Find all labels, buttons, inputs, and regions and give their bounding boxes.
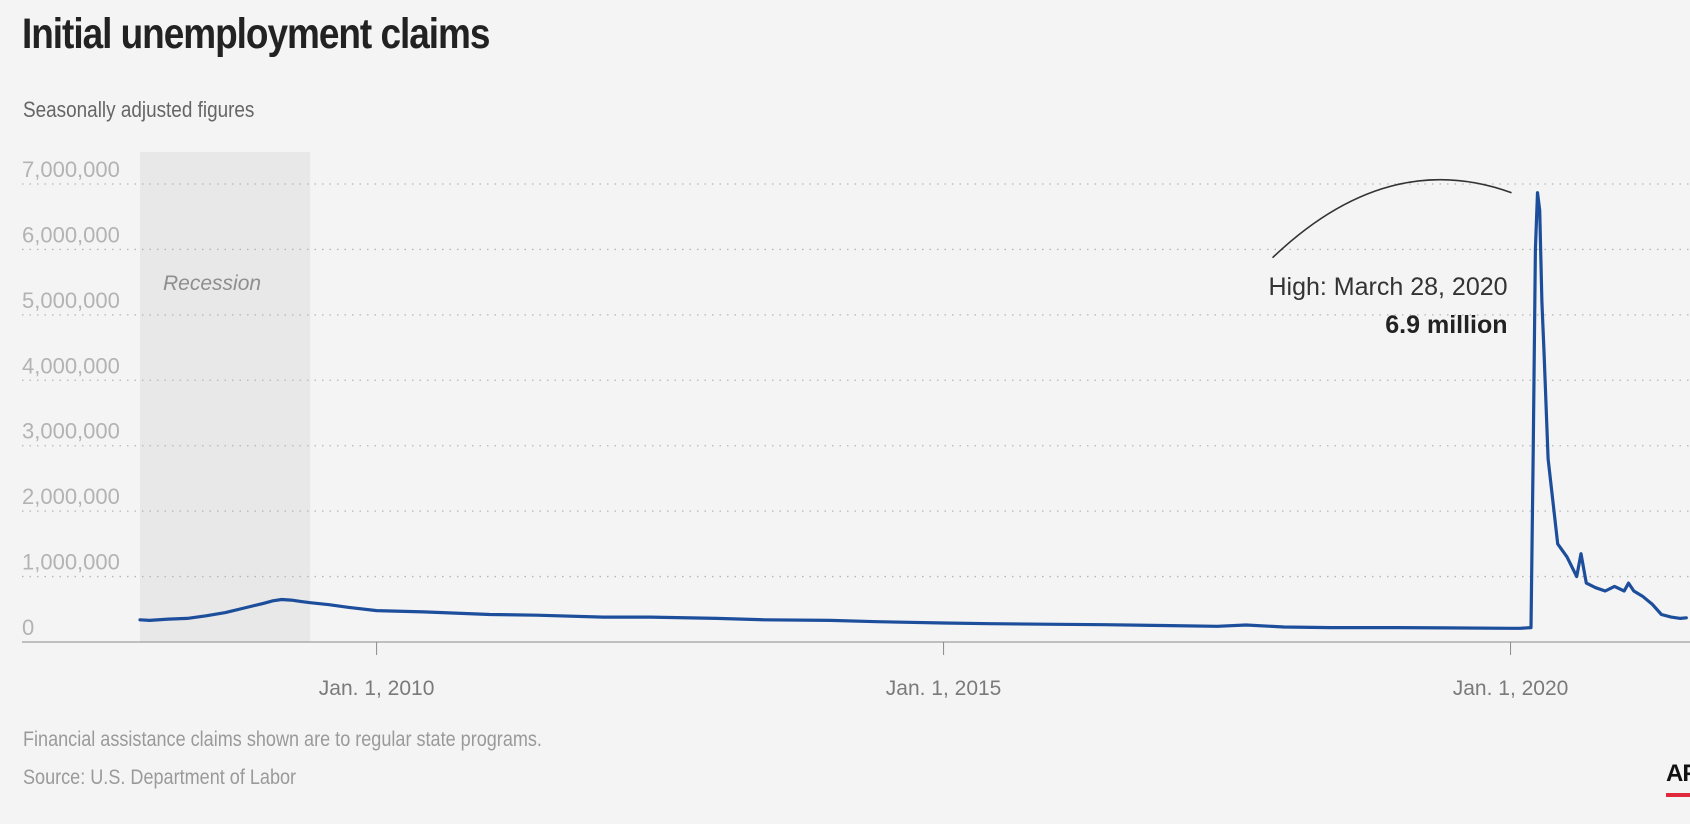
y-tick-label: 0 xyxy=(22,615,34,640)
x-axis-ticks: Jan. 1, 2010 Jan. 1, 2015 Jan. 1, 2020 xyxy=(319,642,1569,700)
gridlines xyxy=(22,183,1690,578)
x-tick-label: Jan. 1, 2020 xyxy=(1453,677,1569,700)
chart-subtitle: Seasonally adjusted figures xyxy=(23,97,255,122)
y-tick-label: 4,000,000 xyxy=(22,353,120,378)
chart-source: Source: U.S. Department of Labor xyxy=(23,766,297,789)
claims-series-line xyxy=(138,191,1688,630)
peak-annotation-label: High: March 28, 2020 xyxy=(1269,273,1508,301)
y-tick-label: 1,000,000 xyxy=(22,550,120,575)
chart-title: Initial unemployment claims xyxy=(22,10,490,58)
peak-annotation-arc xyxy=(1271,178,1512,259)
y-tick-label: 7,000,000 xyxy=(22,157,120,182)
y-tick-label: 5,000,000 xyxy=(22,288,120,313)
peak-annotation-value: 6.9 million xyxy=(1385,311,1507,339)
y-axis-ticks: 0 1,000,000 2,000,000 3,000,000 4,000,000 5,0… xyxy=(22,157,120,640)
y-tick-label: 3,000,000 xyxy=(22,419,120,444)
x-tick-label: Jan. 1, 2010 xyxy=(319,677,435,700)
recession-label: Recession xyxy=(163,272,261,295)
ap-logo: AP xyxy=(1666,760,1690,787)
x-tick-label: Jan. 1, 2015 xyxy=(886,677,1002,700)
y-tick-label: 6,000,000 xyxy=(22,222,120,247)
recession-band xyxy=(140,152,311,642)
chart-note: Financial assistance claims shown are to… xyxy=(23,728,542,751)
y-tick-label: 2,000,000 xyxy=(22,484,120,509)
ap-logo-accent xyxy=(1666,793,1690,797)
